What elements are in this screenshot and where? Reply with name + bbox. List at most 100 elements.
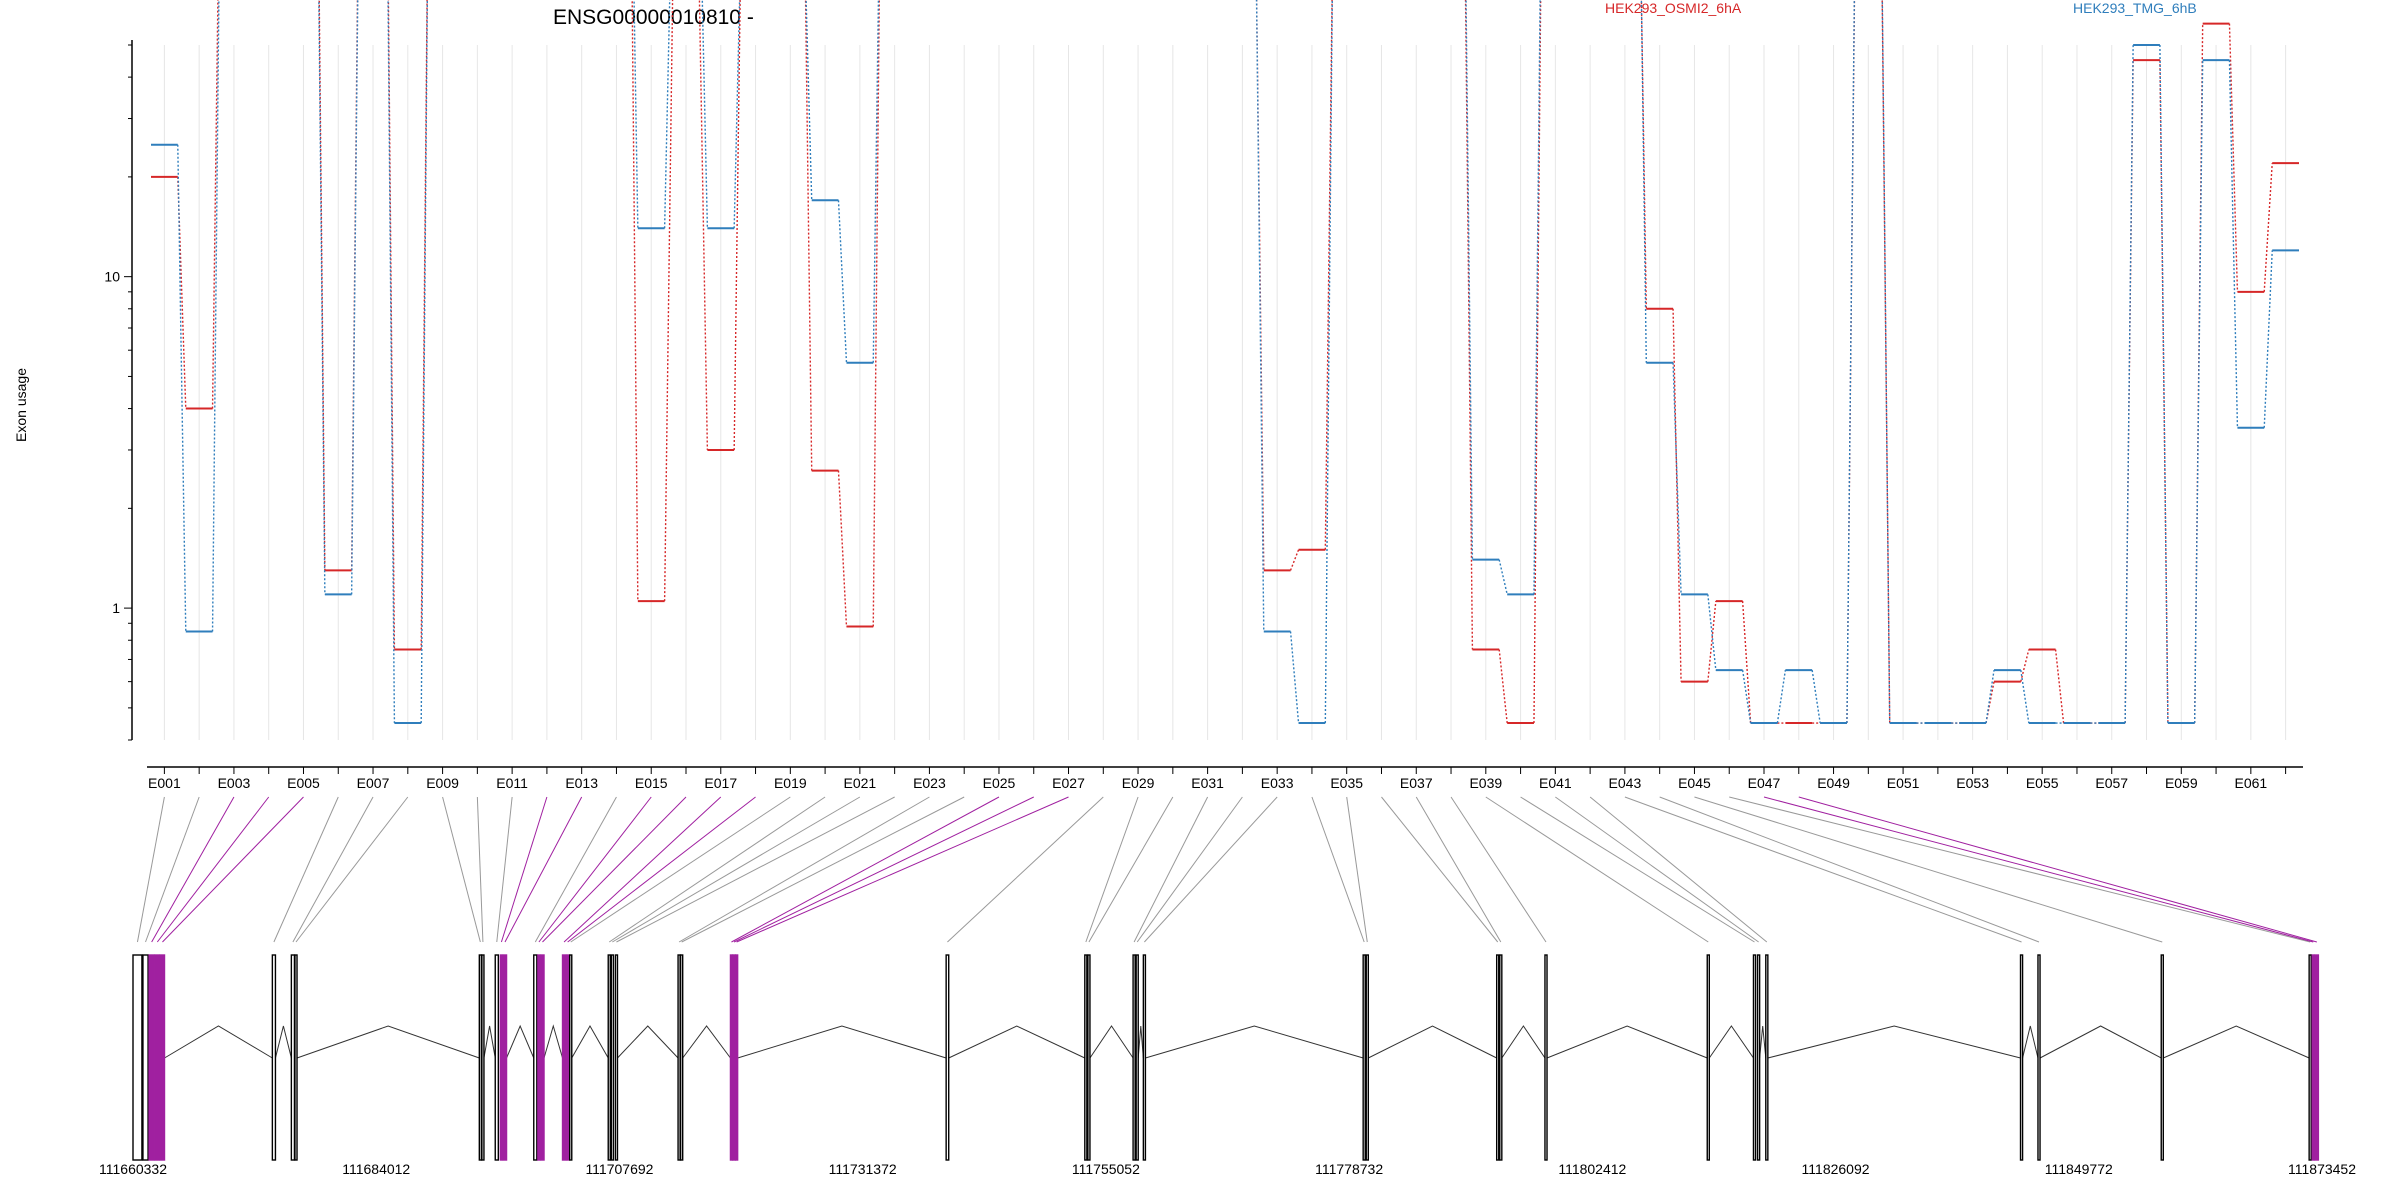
x-tick-label: E049 [1817, 775, 1850, 791]
intron-line [2022, 1025, 2039, 1059]
intron-line [296, 1025, 480, 1059]
intron-line [164, 1025, 273, 1059]
intron-line [2163, 1025, 2310, 1059]
exon-box [679, 954, 684, 1161]
genomic-coordinate-axis: 111660332 111684012 111707692 111731372 1117… [99, 1161, 2356, 1177]
exon-box [154, 954, 161, 1161]
exon-box [569, 954, 573, 1161]
exon-connector [1763, 796, 2314, 943]
x-tick-label: E031 [1191, 775, 1224, 791]
exon-box [478, 954, 483, 1161]
y-axis-label: Exon usage [13, 368, 29, 442]
x-tick-label: E037 [1400, 775, 1433, 791]
intron-line [737, 1025, 947, 1059]
series-connector [698, 0, 709, 450]
exon-connector [534, 796, 617, 943]
exon-connector [295, 796, 409, 943]
x-tick-label: E025 [983, 775, 1016, 791]
exon-box [2311, 954, 2315, 1161]
series-2 [151, 0, 2299, 725]
exon-connector [1136, 796, 1243, 943]
coordinate-label: 111778732 [1315, 1161, 1383, 1177]
exon-connector [156, 796, 270, 943]
exon-box [2308, 954, 2312, 1161]
x-tick-label: E003 [218, 775, 251, 791]
exon-box [614, 954, 619, 1161]
exon-connector [162, 796, 304, 943]
x-tick-label: E043 [1609, 775, 1642, 791]
y-axis: 110100 [104, 40, 133, 741]
exon-box [499, 954, 504, 1161]
exon-box [1362, 954, 1366, 1161]
exon-connector [496, 796, 513, 943]
exon-box [607, 954, 611, 1161]
series-connector [2020, 649, 2030, 682]
exon-connector [1798, 796, 2317, 943]
series-connector [1707, 601, 1717, 682]
exon-box [734, 954, 739, 1161]
exon-box [1132, 954, 1136, 1161]
series-connector [387, 0, 396, 650]
exon-connector [1450, 796, 1547, 943]
exon-connector [476, 796, 484, 943]
exon-connector [500, 796, 548, 943]
intron-line [1368, 1025, 1497, 1059]
exon-connector [612, 796, 861, 943]
series-connector [1465, 0, 1474, 560]
exon-box [1499, 954, 1503, 1161]
exon-box [945, 954, 950, 1161]
exon-box [1142, 954, 1147, 1161]
legend-series-2: HEK293_TMG_6hB [2073, 0, 2197, 16]
x-tick-label: E009 [426, 775, 459, 791]
exon-connector [1085, 796, 1139, 943]
exon-connector [1729, 796, 2311, 943]
series-connector [177, 144, 187, 632]
coordinate-label: 111849772 [2045, 1161, 2113, 1177]
exon-connector [151, 796, 235, 943]
series-connector [2193, 60, 2204, 724]
coordinate-label: 111873452 [2288, 1161, 2356, 1177]
exon-connector [1520, 796, 1755, 943]
intron-line [506, 1024, 535, 1059]
intron-line [1137, 1025, 1144, 1059]
series-connector [733, 0, 741, 450]
coordinate-label: 111707692 [585, 1161, 653, 1177]
exon-box [537, 954, 541, 1161]
exon-connector [1415, 796, 1502, 943]
intron-line [2039, 1025, 2162, 1059]
exon-box [290, 954, 296, 1161]
exon-connector [1088, 796, 1174, 943]
y-tick-label: 10 [104, 269, 120, 285]
x-tick-label: E059 [2165, 775, 2198, 791]
series-connector [1289, 549, 1300, 571]
coordinate-label: 111826092 [1802, 1161, 1870, 1177]
x-tick-label: E007 [357, 775, 390, 791]
exon-connector [733, 796, 1034, 943]
intron-line [1759, 1025, 1767, 1059]
exon-box [677, 954, 681, 1161]
exon-box [1135, 954, 1139, 1161]
exon-connector [1485, 796, 1709, 943]
x-tick-label: E021 [844, 775, 877, 791]
exon-connector [616, 796, 895, 943]
coordinate-label: 111660332 [99, 1161, 167, 1177]
exon-connector [1624, 796, 2022, 943]
series-connector [1498, 559, 1508, 595]
series-connector [350, 0, 359, 595]
series-lines [151, 0, 2299, 725]
intron-line [1501, 1025, 1546, 1059]
exon-connector [563, 796, 722, 943]
series-connector [837, 200, 848, 363]
exon-box [481, 954, 485, 1161]
exon-box [533, 954, 538, 1161]
exon-connector [731, 796, 1000, 943]
exon-connector [1659, 796, 2040, 943]
series-connector [211, 0, 220, 632]
exon-connector [273, 796, 339, 943]
series-connector [1640, 0, 1647, 363]
series-connector [2124, 44, 2134, 724]
exon-box [494, 954, 500, 1161]
series-connector [872, 0, 880, 627]
exon-box [2037, 954, 2041, 1161]
series-connector [420, 0, 428, 650]
